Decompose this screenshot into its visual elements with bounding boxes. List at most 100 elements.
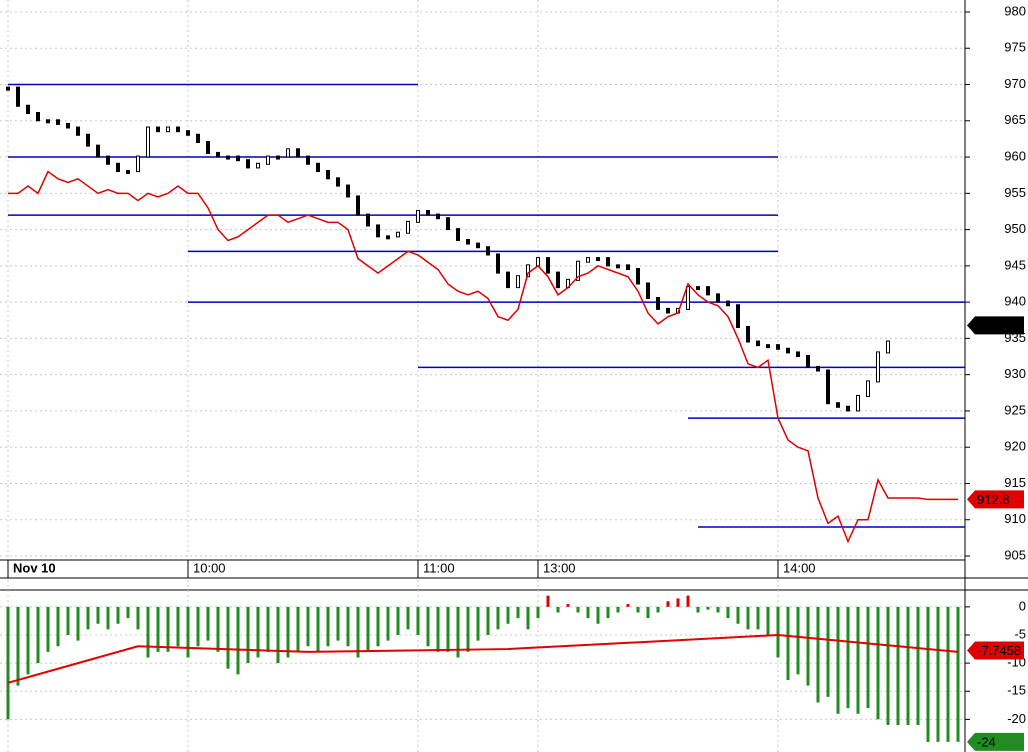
candle	[26, 104, 30, 115]
candle	[646, 282, 650, 299]
candle	[66, 122, 70, 129]
candle	[776, 344, 780, 350]
histogram-bar	[956, 606, 960, 742]
histogram-bar	[586, 606, 590, 619]
candle	[666, 307, 670, 314]
histogram-bar	[856, 606, 860, 714]
candle	[296, 148, 300, 158]
candle	[146, 126, 150, 158]
y-tick-label: 955	[1004, 185, 1026, 200]
histogram-bar	[346, 606, 350, 647]
average-line	[7, 633, 959, 684]
candle	[526, 264, 530, 278]
y-tick-label: -5	[1014, 626, 1026, 641]
histogram-bar	[156, 606, 160, 652]
candle	[216, 151, 220, 158]
y-tick-label: -20	[1007, 711, 1026, 726]
histogram-bar	[126, 606, 130, 619]
candle	[756, 340, 760, 347]
candle	[326, 170, 330, 180]
histogram-bar	[786, 606, 790, 680]
histogram-bar	[6, 606, 10, 720]
candle	[846, 405, 850, 412]
y-tick-label: -15	[1007, 683, 1026, 698]
histogram-bar	[626, 604, 630, 607]
y-tick-label: 0	[1019, 598, 1026, 613]
histogram-bar	[196, 606, 200, 647]
histogram-bar	[386, 606, 390, 641]
y-tick-label: 930	[1004, 366, 1026, 381]
histogram-bar	[916, 606, 920, 725]
candle	[266, 155, 270, 165]
candle	[356, 195, 360, 216]
histogram-bar	[116, 606, 120, 624]
histogram-bar	[656, 606, 660, 613]
candle	[126, 170, 130, 175]
histogram-bar	[726, 606, 730, 619]
candle	[506, 271, 510, 289]
candle	[436, 213, 440, 220]
candle	[366, 213, 370, 227]
histogram-bar	[926, 606, 930, 742]
candle	[716, 293, 720, 303]
histogram-bar	[636, 606, 640, 613]
candle	[386, 235, 390, 240]
histogram-bar	[316, 606, 320, 652]
histogram-bar	[826, 606, 830, 697]
histogram-bar	[286, 606, 290, 658]
price-marker-label: -24	[977, 734, 996, 749]
x-tick-label: 10:00	[193, 560, 226, 575]
histogram-bar	[86, 606, 90, 630]
candle	[426, 209, 430, 216]
candle	[726, 300, 730, 307]
histogram-bar	[576, 606, 580, 613]
candle	[116, 162, 120, 173]
histogram-bar	[456, 606, 460, 658]
histogram-bar	[366, 606, 370, 652]
histogram-bar	[406, 606, 410, 630]
histogram-bar	[866, 606, 870, 709]
candle	[286, 148, 290, 158]
histogram-bar	[176, 606, 180, 647]
candle	[576, 260, 580, 281]
candle	[96, 144, 100, 158]
y-tick-label: 960	[1004, 148, 1026, 163]
histogram-bar	[746, 606, 750, 630]
histogram-bar	[936, 606, 940, 742]
histogram-bar	[886, 606, 890, 725]
x-tick-label: 13:00	[543, 560, 576, 575]
histogram-bar	[566, 604, 570, 607]
histogram-bar	[796, 606, 800, 675]
histogram-bar	[256, 606, 260, 658]
candle	[546, 257, 550, 274]
candle	[496, 253, 500, 274]
histogram-bar	[536, 606, 540, 619]
y-tick-label: 945	[1004, 257, 1026, 272]
candle	[886, 340, 890, 354]
histogram-bar	[906, 606, 910, 725]
y-tick-label: 975	[1004, 40, 1026, 55]
candle	[276, 155, 280, 160]
candle	[626, 264, 630, 270]
histogram-bar	[596, 606, 600, 624]
x-tick-label: 14:00	[783, 560, 816, 575]
histogram-bar	[26, 606, 30, 675]
histogram-bar	[76, 606, 80, 641]
y-tick-label: 950	[1004, 221, 1026, 236]
candle	[76, 126, 80, 136]
histogram-bar	[236, 606, 240, 675]
candle	[176, 126, 180, 133]
histogram-bar	[36, 606, 40, 664]
histogram-bar	[276, 606, 280, 664]
histogram-bar	[816, 606, 820, 703]
candle	[206, 141, 210, 154]
candle	[86, 133, 90, 147]
candle	[36, 112, 40, 122]
histogram-bar	[676, 598, 680, 607]
histogram-bar	[326, 606, 330, 647]
candle	[406, 220, 410, 234]
histogram-bar	[836, 606, 840, 714]
histogram-bar	[246, 606, 250, 664]
candle	[706, 286, 710, 296]
x-tick-label: 11:00	[423, 560, 455, 575]
